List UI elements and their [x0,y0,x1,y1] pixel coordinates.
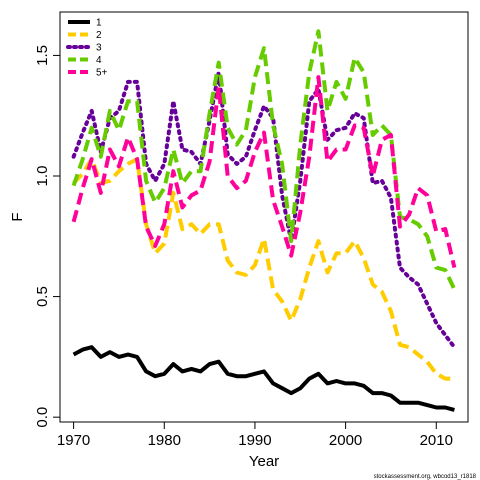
y-axis-title: F [9,212,26,221]
y-tick-label-1: 0.5 [34,286,51,307]
series-line-1 [72,345,455,412]
legend-label-1: 1 [96,18,102,29]
series-line-5plus [71,75,457,269]
legend-label-2: 2 [96,30,102,41]
series-line-3 [71,70,457,350]
y-tick-label-0: 0.0 [34,407,51,428]
y-axis: 0.0 0.5 1.0 1.5 [34,45,60,428]
x-tick-label-1990: 1990 [238,432,271,449]
x-tick-label-1980: 1980 [148,432,181,449]
credit-text: stockassessment.org, wbcod13_r1818 [374,474,477,480]
legend: 12 34 5+ [66,18,108,79]
legend-label-4: 4 [96,55,102,66]
series-line-4 [71,29,457,291]
plot-frame [59,11,469,423]
y-tick-label-2: 1.0 [34,166,51,187]
x-axis-title: Year [249,453,279,470]
x-tick-label-1970: 1970 [57,432,90,449]
x-tick-label-2010: 2010 [420,432,453,449]
y-tick-label-3: 1.5 [34,45,51,66]
legend-label-3: 3 [96,43,102,54]
series-layer [71,29,457,412]
x-axis: 1970 1980 1990 2000 2010 [57,422,453,449]
x-tick-label-2000: 2000 [329,432,362,449]
legend-label-5plus: 5+ [96,68,108,79]
